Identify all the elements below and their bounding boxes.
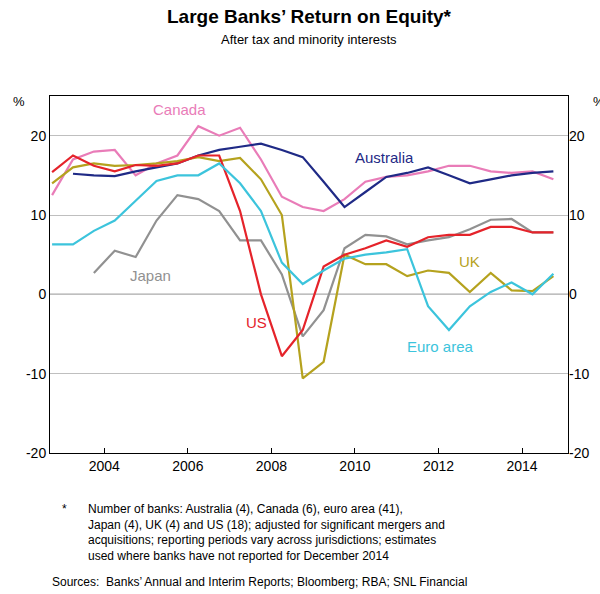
svg-text:*: * [62,502,67,516]
svg-text:Australia: Australia [355,149,414,166]
svg-text:-20: -20 [26,445,46,461]
svg-text:UK: UK [459,253,480,270]
svg-text:10: 10 [569,207,585,223]
svg-text:-10: -10 [569,366,589,382]
svg-text:20: 20 [31,128,47,144]
svg-text:Euro area: Euro area [407,338,474,355]
svg-text:2006: 2006 [172,458,203,474]
svg-text:US: US [246,314,267,331]
svg-text:-20: -20 [569,445,589,461]
svg-text:%: % [593,94,600,109]
svg-text:%: % [13,94,25,109]
svg-text:Number of banks: Australia (4): Number of banks: Australia (4), Canada (… [88,502,445,563]
svg-text:Large Banks’ Return on Equity*: Large Banks’ Return on Equity* [167,6,452,27]
svg-text:-10: -10 [26,366,46,382]
svg-text:0: 0 [38,286,46,302]
svg-text:2010: 2010 [339,458,370,474]
svg-text:2012: 2012 [423,458,454,474]
svg-text:0: 0 [569,286,577,302]
svg-text:2004: 2004 [89,458,120,474]
svg-text:2014: 2014 [506,458,537,474]
svg-text:After tax and minority interes: After tax and minority interests [221,32,397,47]
svg-text:20: 20 [569,128,585,144]
svg-text:2008: 2008 [256,458,287,474]
svg-text:Japan: Japan [130,267,171,284]
svg-text:Sources: Banks’ Annual and In: Sources: Banks’ Annual and Interim Repor… [52,575,467,589]
svg-text:Canada: Canada [153,101,206,118]
svg-text:10: 10 [31,207,47,223]
